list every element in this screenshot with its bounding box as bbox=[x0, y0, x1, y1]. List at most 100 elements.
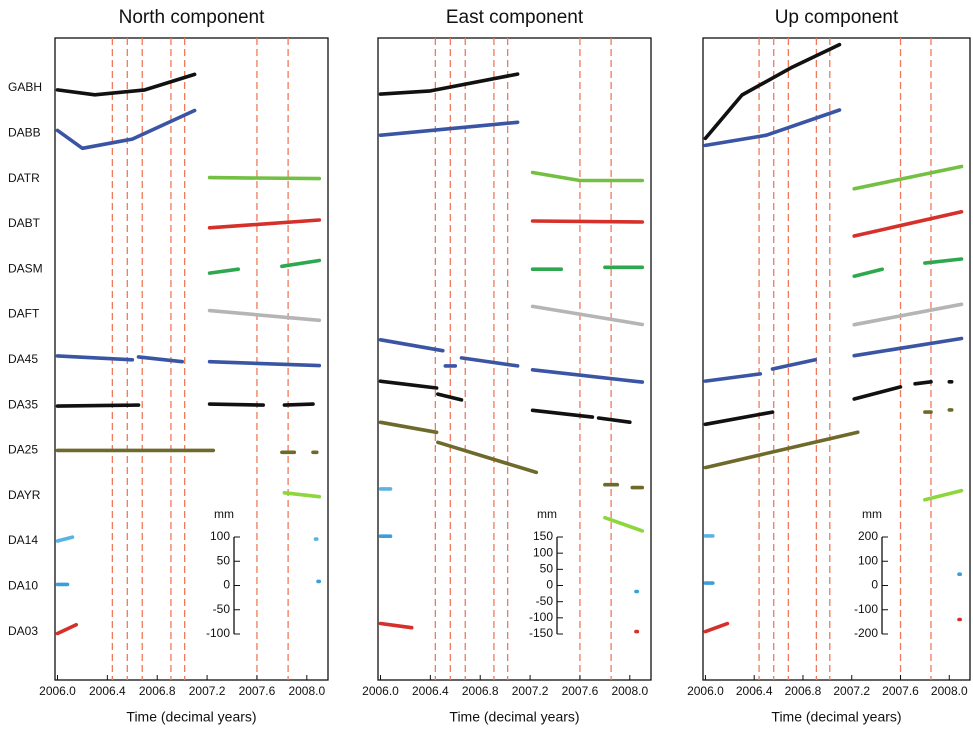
x-tick-label: 2006.4 bbox=[412, 684, 449, 698]
station-trace bbox=[207, 175, 322, 181]
station-trace bbox=[282, 491, 322, 499]
x-tick-label: 2007.2 bbox=[833, 684, 870, 698]
station-trace bbox=[207, 308, 322, 323]
scale-tick-label: 0 bbox=[223, 578, 230, 592]
scale-unit: mm bbox=[214, 507, 234, 521]
x-tick-label: 2007.6 bbox=[882, 684, 919, 698]
station-trace bbox=[703, 108, 842, 148]
station-label: DABT bbox=[8, 216, 41, 230]
station-trace bbox=[55, 354, 322, 368]
scale-tick-label: 0 bbox=[871, 578, 878, 592]
scale-tick-label: -100 bbox=[529, 610, 553, 624]
station-trace bbox=[703, 380, 954, 427]
station-trace bbox=[55, 108, 197, 151]
x-tick-label: 2006.8 bbox=[785, 684, 822, 698]
station-trace bbox=[852, 210, 964, 238]
scale-tick-label: 150 bbox=[533, 529, 553, 543]
panel-title: East component bbox=[446, 7, 584, 28]
x-tick-label: 2007.2 bbox=[512, 684, 549, 698]
station-trace bbox=[852, 257, 964, 278]
panel: North component 2006.0 2006.4 2006.8 2007.2 2… bbox=[39, 7, 329, 725]
x-axis-label: Time (decimal years) bbox=[771, 709, 901, 725]
station-label: DA14 bbox=[8, 533, 38, 547]
scale-tick-label: -100 bbox=[206, 626, 230, 640]
x-tick-label: 2008.0 bbox=[931, 684, 968, 698]
station-label: GABH bbox=[8, 80, 42, 94]
x-axis-label: Time (decimal years) bbox=[126, 709, 256, 725]
x-axis-label: Time (decimal years) bbox=[449, 709, 579, 725]
x-tick-label: 2006.0 bbox=[362, 684, 399, 698]
plot-frame bbox=[377, 37, 652, 681]
station-trace bbox=[207, 218, 322, 230]
x-tick-label: 2008.0 bbox=[611, 684, 648, 698]
station-trace bbox=[852, 302, 964, 327]
station-trace bbox=[530, 265, 645, 271]
x-tick-label: 2006.0 bbox=[687, 684, 724, 698]
station-label: DATR bbox=[8, 171, 40, 185]
x-tick-label: 2006.8 bbox=[462, 684, 499, 698]
scale-tick-label: -100 bbox=[854, 602, 878, 616]
x-tick-label: 2008.0 bbox=[288, 684, 325, 698]
station-trace bbox=[703, 408, 954, 470]
station-trace bbox=[923, 488, 964, 502]
station-trace bbox=[703, 336, 964, 383]
scale-unit: mm bbox=[862, 507, 882, 521]
station-trace bbox=[603, 515, 645, 533]
station-label: DAYR bbox=[8, 488, 41, 502]
scale-tick-label: -150 bbox=[529, 626, 553, 640]
station-label: DA35 bbox=[8, 397, 38, 411]
station-label: DABB bbox=[8, 125, 41, 139]
panel: Up component 2006.0 2006.4 2006.8 2007.2 2007… bbox=[687, 7, 971, 725]
x-tick-label: 2006.4 bbox=[736, 684, 773, 698]
station-label: DA03 bbox=[8, 624, 38, 638]
station-trace bbox=[703, 42, 842, 141]
station-trace bbox=[207, 258, 322, 275]
x-tick-label: 2007.6 bbox=[562, 684, 599, 698]
panel: East component 2006.0 2006.4 2006.8 2007.2 20… bbox=[362, 7, 652, 725]
station-label: DA10 bbox=[8, 578, 38, 592]
station-trace bbox=[378, 120, 520, 137]
station-trace bbox=[55, 448, 319, 455]
station-trace bbox=[378, 379, 632, 424]
scale-tick-label: 50 bbox=[217, 553, 231, 567]
station-trace bbox=[703, 572, 962, 585]
x-tick-label: 2006.4 bbox=[89, 684, 126, 698]
scale-tick-label: 100 bbox=[858, 553, 878, 567]
station-trace bbox=[852, 164, 964, 191]
station-label: DASM bbox=[8, 261, 43, 275]
station-trace bbox=[378, 338, 645, 384]
station-trace bbox=[530, 219, 645, 224]
scale-tick-label: -50 bbox=[213, 602, 231, 616]
scale-tick-label: -50 bbox=[536, 594, 554, 608]
scale-unit: mm bbox=[537, 507, 557, 521]
scale-tick-label: 200 bbox=[858, 529, 878, 543]
scale-tick-label: 100 bbox=[210, 529, 230, 543]
station-trace bbox=[530, 170, 645, 183]
station-trace bbox=[703, 617, 962, 634]
x-tick-label: 2006.0 bbox=[39, 684, 76, 698]
station-trace bbox=[378, 534, 640, 594]
station-trace bbox=[55, 623, 78, 636]
station-trace bbox=[55, 535, 319, 543]
x-tick-label: 2007.6 bbox=[239, 684, 276, 698]
panel-title: North component bbox=[119, 7, 265, 28]
plot-frame bbox=[702, 37, 971, 681]
station-trace bbox=[530, 304, 645, 327]
scale-tick-label: 0 bbox=[546, 578, 553, 592]
station-trace bbox=[378, 72, 520, 96]
station-trace bbox=[55, 402, 315, 408]
station-trace bbox=[55, 579, 322, 587]
station-label: DAFT bbox=[8, 307, 40, 321]
scale-tick-label: 100 bbox=[533, 545, 553, 559]
station-trace bbox=[55, 72, 197, 97]
scale-tick-label: 50 bbox=[540, 562, 554, 576]
scale-tick-label: -200 bbox=[854, 626, 878, 640]
station-label: DA25 bbox=[8, 443, 38, 457]
plot-frame bbox=[54, 37, 329, 681]
station-label: DA45 bbox=[8, 352, 38, 366]
panel-title: Up component bbox=[775, 7, 899, 28]
x-tick-label: 2006.8 bbox=[139, 684, 176, 698]
x-tick-label: 2007.2 bbox=[189, 684, 226, 698]
station-trace bbox=[378, 420, 645, 490]
